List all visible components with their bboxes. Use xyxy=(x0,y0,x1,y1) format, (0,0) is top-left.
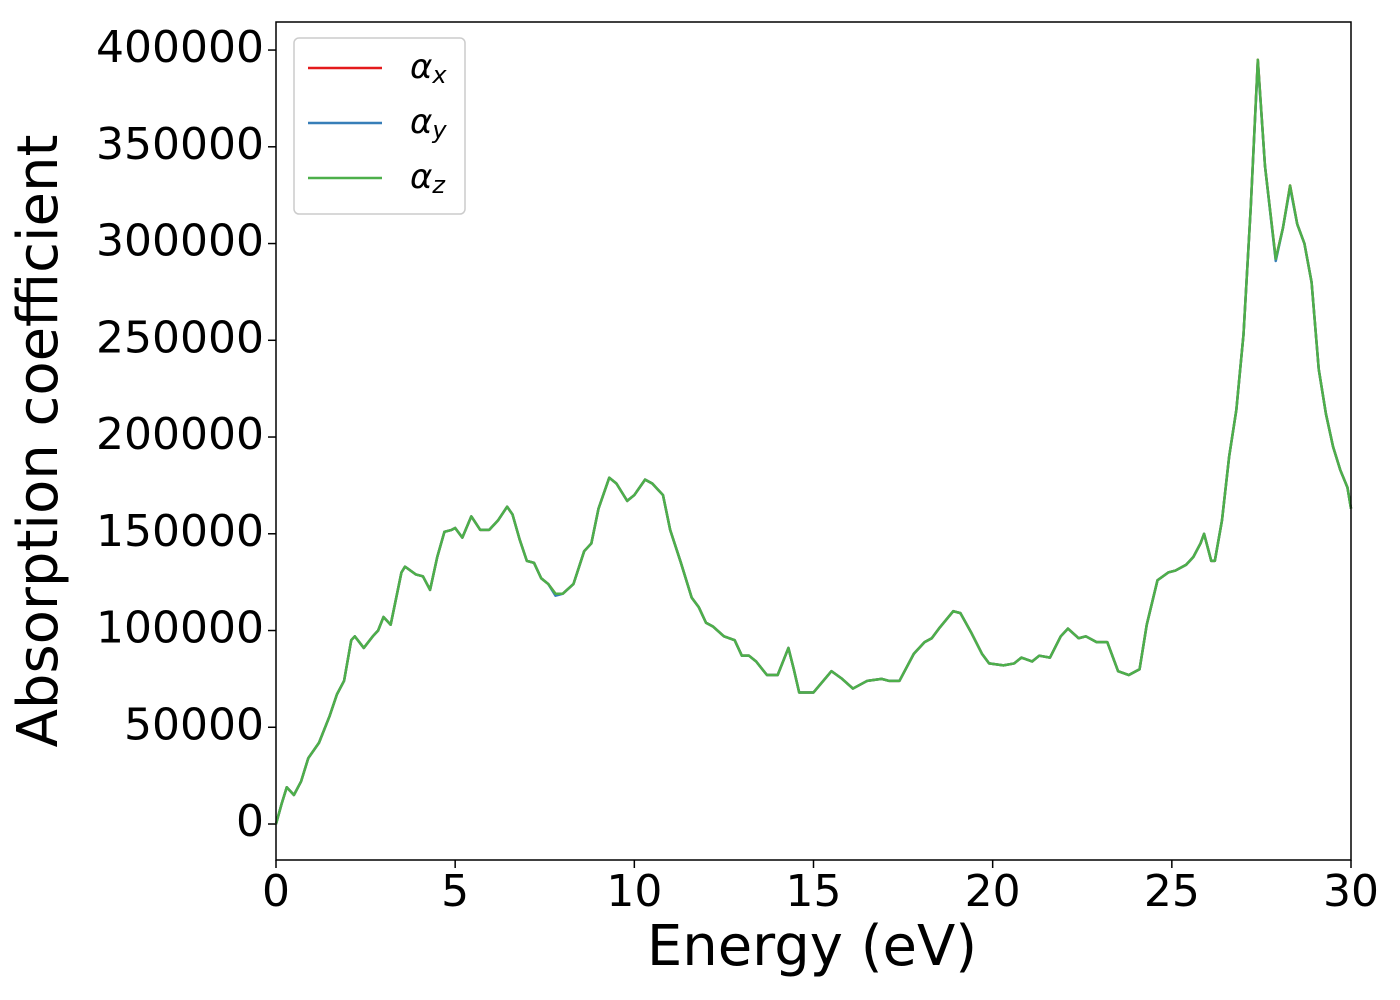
legend-label: αy xyxy=(410,102,447,145)
y-tick-label: 350000 xyxy=(96,119,264,170)
x-tick-label: 10 xyxy=(606,866,662,917)
x-axis-title: Energy (eV) xyxy=(647,914,977,979)
y-tick-label: 50000 xyxy=(124,699,264,750)
x-tick-label: 25 xyxy=(1144,866,1200,917)
legend-label: αz xyxy=(410,157,446,200)
legend-box xyxy=(293,37,466,215)
x-tick-label: 30 xyxy=(1323,866,1379,917)
y-tick-label: 0 xyxy=(236,796,264,847)
x-tick-label: 20 xyxy=(965,866,1021,917)
y-tick-label: 300000 xyxy=(96,216,264,267)
x-tick-label: 0 xyxy=(262,866,290,917)
y-tick-label: 250000 xyxy=(96,312,264,363)
y-tick-label: 150000 xyxy=(96,506,264,557)
legend-label: αx xyxy=(410,47,447,90)
y-tick-label: 400000 xyxy=(96,22,264,73)
x-tick-label: 5 xyxy=(441,866,469,917)
x-tick-label: 15 xyxy=(786,866,842,917)
y-tick-label: 100000 xyxy=(96,603,264,654)
y-tick-label: 200000 xyxy=(96,409,264,460)
plot-frame xyxy=(275,21,1352,861)
series-line xyxy=(274,58,1353,825)
y-axis-title: Absorption coefficient xyxy=(6,135,71,748)
